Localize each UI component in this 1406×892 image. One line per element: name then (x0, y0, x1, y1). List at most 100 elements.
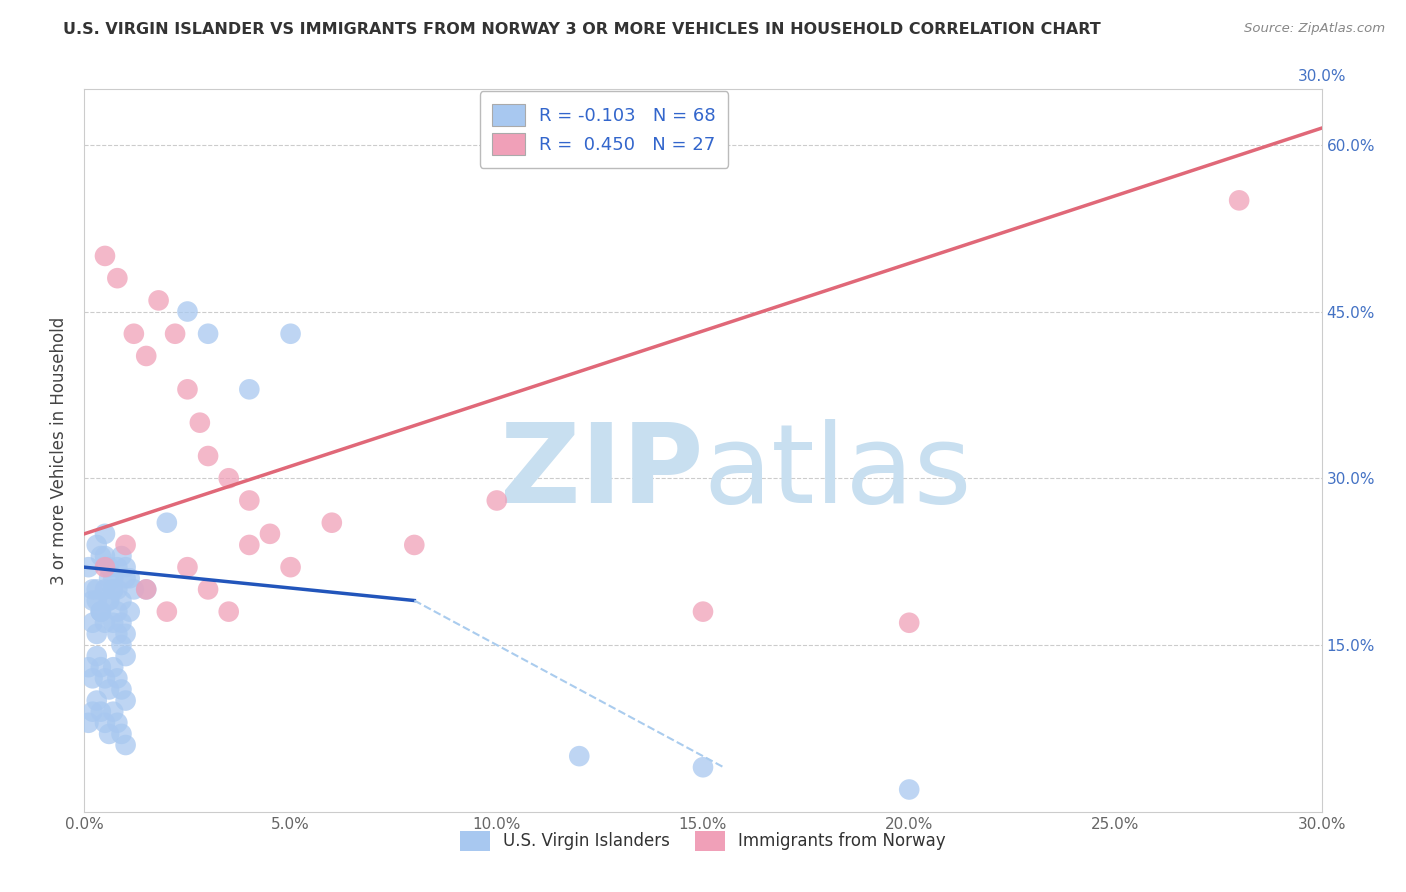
Point (105, 715, 128, 730)
Point (82, 615, 104, 630)
Point (218, 605, 240, 619)
Point (118, 605, 141, 619)
Point (86, 693, 108, 707)
Point (86, 627, 108, 641)
Point (156, 516, 179, 530)
Point (105, 271, 128, 285)
Point (103, 660, 125, 674)
Point (197, 449, 219, 463)
Point (98, 560, 121, 574)
Point (98, 682, 121, 697)
Point (82, 705, 104, 719)
Point (94, 549, 117, 563)
Point (110, 615, 132, 630)
Text: atlas: atlas (703, 418, 972, 525)
Point (218, 471, 240, 485)
Point (90, 605, 112, 619)
Point (103, 582, 125, 597)
Text: U.S. VIRGIN ISLANDER VS IMMIGRANTS FROM NORWAY 3 OR MORE VEHICLES IN HOUSEHOLD C: U.S. VIRGIN ISLANDER VS IMMIGRANTS FROM … (63, 22, 1101, 37)
Point (118, 571, 141, 585)
Point (165, 326, 187, 341)
Point (110, 682, 132, 697)
Point (103, 582, 125, 597)
Point (105, 627, 128, 641)
Point (90, 605, 112, 619)
Point (114, 571, 136, 585)
Point (90, 705, 112, 719)
Point (568, 749, 591, 764)
Point (98, 593, 121, 607)
Point (176, 382, 198, 396)
Point (176, 304, 198, 318)
Point (197, 326, 219, 341)
Point (122, 582, 145, 597)
Point (114, 627, 136, 641)
Point (94, 715, 117, 730)
Point (188, 416, 211, 430)
Point (105, 582, 128, 597)
Point (86, 593, 108, 607)
Point (114, 649, 136, 664)
Point (86, 538, 108, 552)
Point (86, 582, 108, 597)
Point (110, 549, 132, 563)
Point (77, 660, 100, 674)
Point (98, 727, 121, 741)
Point (82, 582, 104, 597)
Point (110, 593, 132, 607)
Point (103, 571, 125, 585)
Point (94, 582, 117, 597)
Point (122, 326, 145, 341)
Point (82, 593, 104, 607)
Point (135, 349, 157, 363)
Text: ZIP: ZIP (499, 418, 703, 525)
Point (86, 649, 108, 664)
Point (90, 605, 112, 619)
Point (404, 538, 426, 552)
Point (485, 493, 508, 508)
Point (103, 615, 125, 630)
Point (98, 593, 121, 607)
Point (197, 582, 219, 597)
Point (692, 605, 714, 619)
Point (94, 615, 117, 630)
Point (77, 715, 100, 730)
Point (94, 671, 117, 685)
Point (110, 727, 132, 741)
Point (135, 582, 157, 597)
Point (94, 249, 117, 263)
Point (1227, 194, 1250, 208)
Point (280, 326, 302, 341)
Text: Source: ZipAtlas.com: Source: ZipAtlas.com (1244, 22, 1385, 36)
Point (238, 382, 260, 396)
Point (259, 526, 281, 541)
Point (114, 560, 136, 574)
Point (98, 571, 121, 585)
Point (148, 293, 170, 308)
Y-axis label: 3 or more Vehicles in Household: 3 or more Vehicles in Household (51, 317, 69, 584)
Point (898, 782, 921, 797)
Point (114, 538, 136, 552)
Legend: U.S. Virgin Islanders, Immigrants from Norway: U.S. Virgin Islanders, Immigrants from N… (453, 824, 953, 857)
Point (280, 560, 302, 574)
Point (77, 560, 100, 574)
Point (94, 526, 117, 541)
Point (82, 671, 104, 685)
Point (94, 560, 117, 574)
Point (135, 582, 157, 597)
Point (114, 738, 136, 752)
Point (238, 538, 260, 552)
Point (321, 516, 343, 530)
Point (90, 660, 112, 674)
Point (176, 560, 198, 574)
Point (105, 605, 128, 619)
Point (114, 693, 136, 707)
Point (103, 705, 125, 719)
Point (898, 615, 921, 630)
Point (105, 560, 128, 574)
Point (90, 549, 112, 563)
Point (156, 605, 179, 619)
Point (692, 760, 714, 774)
Point (110, 638, 132, 652)
Point (105, 671, 128, 685)
